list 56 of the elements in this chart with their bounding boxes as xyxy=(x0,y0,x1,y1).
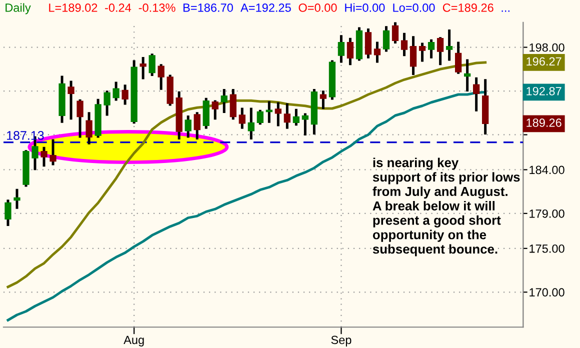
candlestick xyxy=(266,101,272,123)
candlestick xyxy=(374,42,381,63)
candlestick xyxy=(14,188,20,209)
candlestick xyxy=(338,35,345,63)
ref-line-label: 187.13 xyxy=(7,131,44,140)
candlestick xyxy=(320,90,327,110)
candlestick xyxy=(382,26,390,52)
candlestick xyxy=(292,108,300,126)
candlestick xyxy=(122,84,128,105)
candlestick xyxy=(256,110,264,125)
annotation: is nearing key support of its prior lows from July and August. A break below it will present a good short opportunity on the subsequent bounce. xyxy=(372,158,520,256)
candlestick xyxy=(400,32,408,56)
candlestick xyxy=(238,108,246,129)
x-tick-label: Aug xyxy=(124,336,144,346)
y-tick-label: 198.00 xyxy=(530,43,564,52)
y-tick-label: 175.00 xyxy=(530,244,564,253)
text: L=189.02 -0.24 -0.13% B=186.70 A=192.25 O=0.00 Hi=0.00 Lo=0.00 C=189.26 ... xyxy=(49,3,510,12)
text: 189.26 xyxy=(526,118,562,127)
y-tick-label: 184.00 xyxy=(530,166,564,174)
candlestick xyxy=(418,42,426,62)
candlestick xyxy=(392,22,399,44)
candlestick xyxy=(104,90,110,116)
candlestick xyxy=(4,200,12,226)
candlestick xyxy=(76,99,84,138)
candlestick xyxy=(302,113,309,136)
candlestick xyxy=(248,108,254,140)
candlestick xyxy=(364,28,372,58)
candlestick xyxy=(40,146,48,167)
candlestick xyxy=(194,112,200,140)
candlestick xyxy=(274,102,282,126)
candlestick xyxy=(148,54,156,76)
candlestick xyxy=(410,36,417,76)
candlestick xyxy=(346,38,354,66)
candlestick xyxy=(50,139,56,166)
candlestick xyxy=(428,39,435,58)
candlestick xyxy=(220,88,228,113)
candlestick xyxy=(112,82,120,101)
candlestick xyxy=(473,77,480,112)
y-tick-label: 170.00 xyxy=(530,288,564,297)
candlestick xyxy=(212,100,218,120)
candlestick xyxy=(68,80,74,120)
text: 196.27 xyxy=(526,57,562,66)
candlestick xyxy=(464,59,471,92)
candlestick xyxy=(86,112,92,144)
candlestick xyxy=(158,64,164,90)
candlestick xyxy=(454,42,462,74)
candlestick xyxy=(230,88,236,120)
y-tick-label: 179.00 xyxy=(530,209,564,218)
candlestick xyxy=(446,30,453,61)
candlestick xyxy=(284,103,291,129)
text: 192.87 xyxy=(526,86,562,96)
chart-title: Daily xyxy=(6,3,31,14)
candlestick xyxy=(140,56,146,80)
x-tick-label: Sep xyxy=(331,336,352,346)
candlestick xyxy=(184,115,192,138)
candlestick xyxy=(436,37,444,66)
